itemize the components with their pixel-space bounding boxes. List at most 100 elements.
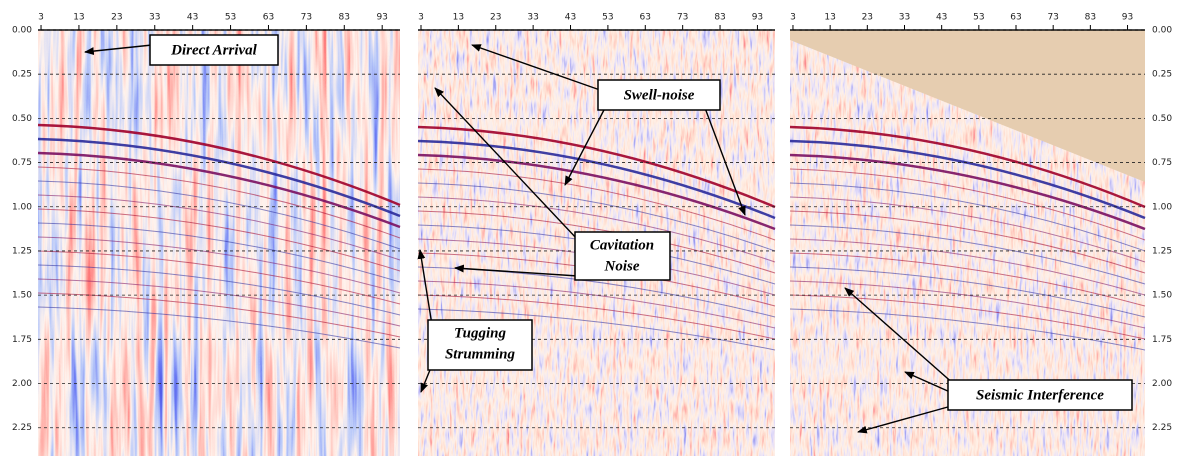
x-tick-label: 73: [301, 13, 312, 23]
reflector: [789, 252, 1146, 307]
reflector: [37, 250, 401, 305]
reflector: [789, 125, 1146, 209]
annotation: Swell-noise: [624, 87, 695, 103]
reflector: [789, 139, 1146, 220]
reflector: [37, 137, 401, 218]
arrow: [417, 249, 433, 326]
x-tick-label: 83: [339, 13, 350, 23]
annotation-box: [574, 231, 671, 281]
x-tick-label: 73: [1047, 13, 1058, 23]
annotation-box: [947, 379, 1133, 411]
x-tick-label: 3: [38, 13, 44, 23]
x-tick-label: 53: [602, 13, 613, 23]
annotation-line: Noise: [604, 258, 640, 274]
x-tick-label: 13: [824, 13, 835, 23]
reflector: [789, 266, 1146, 318]
y-tick-label: 0.75: [12, 158, 32, 168]
x-tick-label: 23: [490, 13, 501, 23]
y-tick-label: 1.25: [1152, 246, 1172, 256]
x-tick-label: 43: [936, 13, 947, 23]
reflector: [789, 280, 1146, 329]
reflector: [789, 224, 1146, 285]
arrow: [471, 44, 601, 91]
annotation: Direct Arrival: [170, 42, 258, 58]
x-tick-label: 63: [640, 13, 651, 23]
x-tick-label: 13: [73, 13, 84, 23]
reflector: [789, 210, 1146, 274]
x-tick-label: 53: [973, 13, 984, 23]
x-tick-label: 93: [1122, 13, 1133, 23]
annotation: Seismic Interference: [976, 387, 1104, 403]
annotation-line: Tugging: [454, 325, 506, 341]
y-tick-label: 0.50: [12, 114, 32, 124]
seismic-panel: 3 13 23 33 43 53 63 73 83 93 0.00 0.25 0.50 0.75 1.00 1…: [12, 13, 401, 456]
annotations: Direct Arrival Swell-noise Cavitation No…: [84, 34, 1133, 434]
y-tick-label: 1.75: [1152, 335, 1172, 345]
y-tick-label: 0.00: [12, 26, 32, 36]
reflector: [789, 153, 1146, 231]
y-tick-label: 0.25: [12, 70, 32, 80]
y-tick-label: 1.25: [12, 246, 32, 256]
annotation-box: [149, 34, 279, 66]
reflector: [37, 208, 401, 272]
arrow: [904, 371, 951, 393]
y-tick-label: 2.00: [12, 379, 32, 389]
reflector: [37, 222, 401, 283]
x-tick-label: 43: [565, 13, 576, 23]
y-tick-label: 1.50: [1152, 291, 1172, 301]
reflector: [789, 168, 1146, 241]
x-tick-label: 3: [790, 13, 796, 23]
annotation-box: [427, 319, 533, 371]
x-tick-label: 33: [149, 13, 160, 23]
reflector: [417, 308, 776, 351]
y-tick-label: 1.00: [12, 202, 32, 212]
x-tick-label: 73: [677, 13, 688, 23]
reflector: [417, 125, 776, 209]
x-tick-label: 93: [752, 13, 763, 23]
x-tick-label: 3: [418, 13, 424, 23]
reflector: [417, 280, 776, 329]
arrow: [434, 87, 579, 241]
reflector: [37, 236, 401, 294]
y-tick-label: 1.50: [12, 291, 32, 301]
arrow: [857, 404, 956, 434]
arrow: [564, 107, 606, 186]
x-tick-label: 83: [714, 13, 725, 23]
x-tick-label: 43: [187, 13, 198, 23]
x-tick-label: 63: [1010, 13, 1021, 23]
reflector: [417, 168, 776, 241]
y-tick-label: 2.00: [1152, 379, 1172, 389]
x-tick-label: 63: [263, 13, 274, 23]
x-tick-label: 53: [225, 13, 236, 23]
x-tick-label: 83: [1085, 13, 1096, 23]
x-tick-label: 33: [527, 13, 538, 23]
reflector: [37, 151, 401, 229]
reflector: [789, 294, 1146, 340]
reflector: [417, 294, 776, 340]
arrow: [454, 264, 579, 277]
arrow: [84, 44, 153, 55]
reflector: [37, 123, 401, 207]
x-tick-label: 23: [862, 13, 873, 23]
annotation-line: Cavitation: [590, 237, 654, 253]
x-tick-label: 13: [453, 13, 464, 23]
x-tick-label: 23: [111, 13, 122, 23]
reflector: [417, 196, 776, 263]
seismic-image: [38, 30, 400, 456]
arrow: [844, 287, 956, 386]
y-tick-label: 0.25: [1152, 70, 1172, 80]
y-tick-label: 0.75: [1152, 158, 1172, 168]
reflector: [417, 210, 776, 274]
x-tick-label: 93: [376, 13, 387, 23]
reflector: [789, 238, 1146, 296]
reflector: [37, 194, 401, 261]
y-tick-label: 2.25: [1152, 423, 1172, 433]
y-tick-label: 0.00: [1152, 26, 1172, 36]
reflector: [789, 308, 1146, 351]
arrow: [704, 107, 746, 216]
x-tick-label: 33: [899, 13, 910, 23]
y-tick-label: 2.25: [12, 423, 32, 433]
reflector: [789, 196, 1146, 263]
annotation-line: Strumming: [445, 346, 516, 362]
